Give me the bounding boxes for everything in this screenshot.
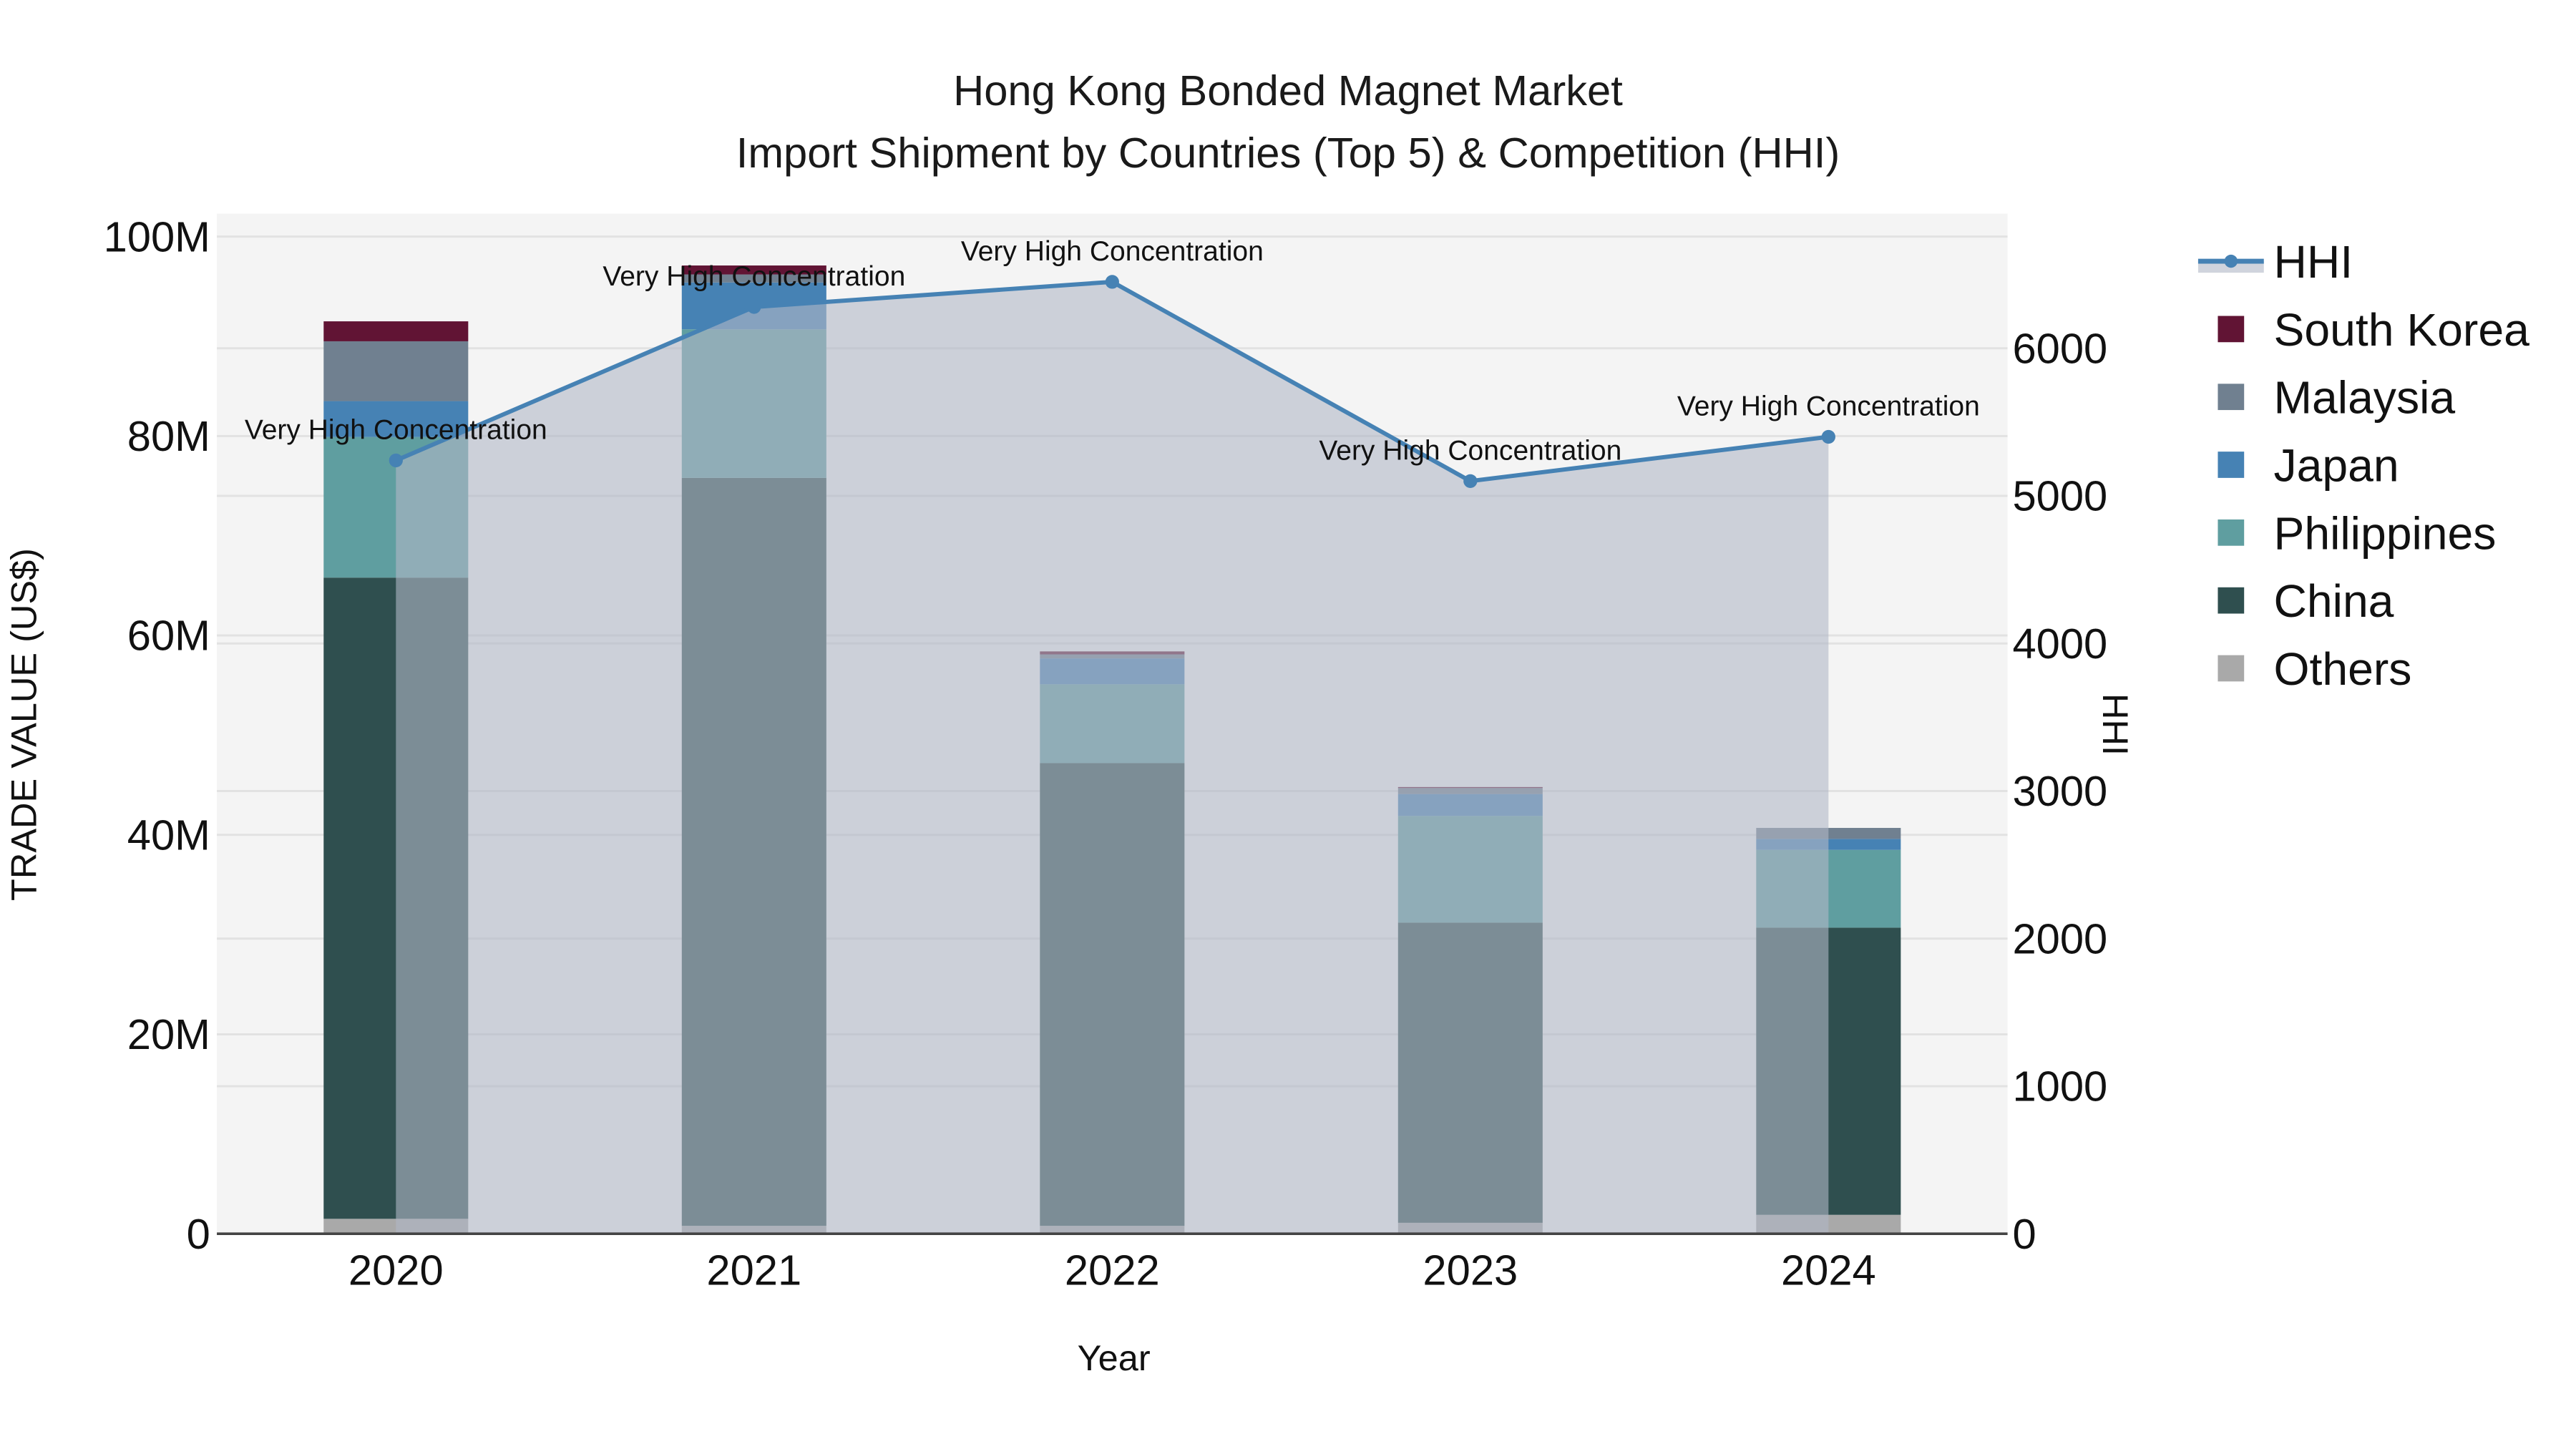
legend-swatch-icon xyxy=(2218,452,2245,478)
legend-swatch-icon xyxy=(2218,384,2245,411)
x-tick-label: 2021 xyxy=(706,1246,801,1294)
legend-item-malaysia[interactable]: Malaysia xyxy=(2218,372,2455,424)
legend-label: Malaysia xyxy=(2274,372,2456,424)
hhi-area-fill xyxy=(396,281,1829,1234)
y2-tick-label: 3000 xyxy=(2012,767,2107,815)
legend-item-hhi[interactable]: HHI xyxy=(2197,236,2353,288)
bar-segment-japan xyxy=(323,401,469,437)
legend-item-china[interactable]: China xyxy=(2218,575,2394,627)
legend-swatch-icon xyxy=(2218,655,2245,682)
y2-tick-label: 2000 xyxy=(2012,914,2107,962)
legend-marker-icon xyxy=(2224,254,2238,268)
y2-tick-label: 6000 xyxy=(2012,324,2107,372)
y2-tick-label: 0 xyxy=(2012,1210,2036,1258)
hhi-annotation: Very High Concentration xyxy=(961,236,1264,267)
bar-segment-malaysia xyxy=(323,341,469,401)
legend-label: Philippines xyxy=(2274,507,2497,559)
legend-swatch-icon xyxy=(2218,316,2245,343)
hhi-marker xyxy=(1463,474,1478,488)
chart-title-line1: Hong Kong Bonded Magnet Market xyxy=(953,67,1623,114)
y-axis-right: 0 1000 2000 3000 4000 5000 6000 xyxy=(2012,324,2107,1257)
legend-item-others[interactable]: Others xyxy=(2218,643,2411,695)
chart-title: Hong Kong Bonded Magnet Market Import Sh… xyxy=(736,67,1840,177)
hhi-annotation: Very High Concentration xyxy=(245,415,547,446)
y-axis-title: TRADE VALUE (US$) xyxy=(4,548,44,901)
y2-tick-label: 4000 xyxy=(2012,620,2107,668)
y-tick-label: 0 xyxy=(187,1210,210,1258)
legend-label: HHI xyxy=(2274,236,2353,288)
x-tick-label: 2020 xyxy=(348,1246,444,1294)
legend-label: Japan xyxy=(2274,439,2399,491)
y-tick-label: 80M xyxy=(127,412,210,460)
chart-title-line2: Import Shipment by Countries (Top 5) & C… xyxy=(736,129,1840,177)
legend-item-south-korea[interactable]: South Korea xyxy=(2218,304,2529,356)
y-tick-label: 40M xyxy=(127,811,210,859)
hhi-annotation: Very High Concentration xyxy=(1677,391,1980,422)
hhi-annotation: Very High Concentration xyxy=(602,261,905,292)
x-tick-label: 2022 xyxy=(1065,1246,1160,1294)
x-tick-label: 2023 xyxy=(1423,1246,1518,1294)
legend-swatch-icon xyxy=(2218,519,2245,546)
legend-label: South Korea xyxy=(2274,304,2530,356)
y2-axis-title: HHI xyxy=(2095,693,2136,756)
hhi-annotation: Very High Concentration xyxy=(1319,436,1621,467)
hhi-line xyxy=(389,275,1835,488)
legend: HHI South Korea Malaysia Japan Philippines Ch… xyxy=(2197,236,2529,695)
y2-tick-label: 5000 xyxy=(2012,472,2107,520)
legend-item-japan[interactable]: Japan xyxy=(2218,439,2399,491)
y-axis-left: 0 20M 40M 60M 80M 100M xyxy=(104,213,210,1258)
x-axis: 2020 2021 2022 2023 2024 xyxy=(348,1246,1876,1294)
hhi-marker xyxy=(747,300,761,314)
legend-item-philippines[interactable]: Philippines xyxy=(2218,507,2496,559)
hhi-area xyxy=(396,281,1829,1234)
legend-label: Others xyxy=(2274,643,2412,695)
y-tick-label: 100M xyxy=(104,213,210,260)
y2-tick-label: 1000 xyxy=(2012,1063,2107,1111)
hhi-marker xyxy=(1821,429,1835,444)
y-tick-label: 60M xyxy=(127,612,210,660)
bar-segment-malaysia xyxy=(681,274,826,283)
hhi-annotations: Very High Concentration Very High Concent… xyxy=(245,236,1980,466)
y-tick-label: 20M xyxy=(127,1010,210,1058)
bar-segment-south-korea xyxy=(323,321,469,341)
hhi-marker xyxy=(389,453,403,468)
hhi-marker xyxy=(1105,275,1119,289)
x-axis-title: Year xyxy=(1078,1337,1151,1378)
legend-label: China xyxy=(2274,575,2394,627)
x-tick-label: 2024 xyxy=(1781,1246,1876,1294)
legend-swatch-icon xyxy=(2218,587,2245,614)
bar-segment-south-korea xyxy=(681,265,826,275)
